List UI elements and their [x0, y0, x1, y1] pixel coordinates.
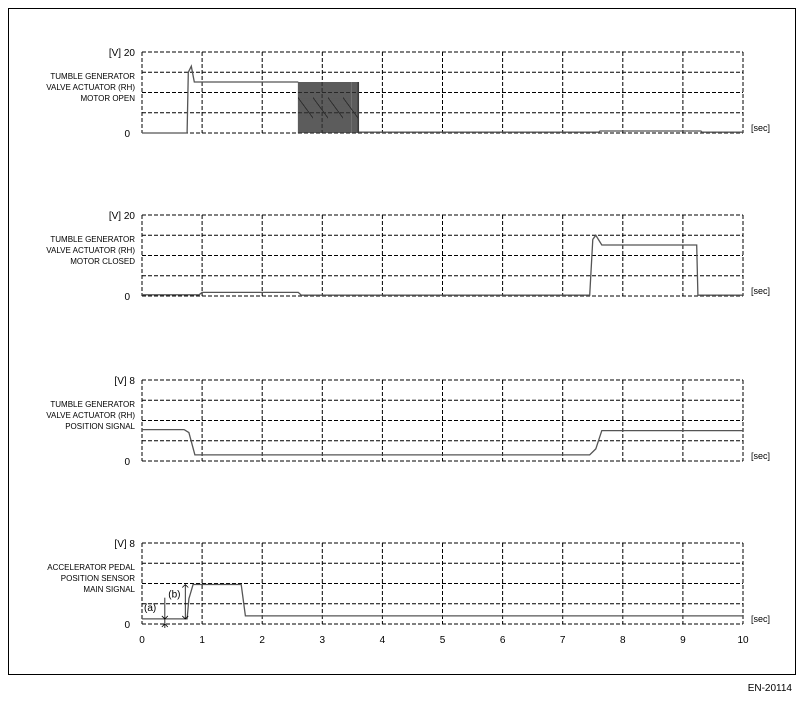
chart-panel-1: [V] 20 0 TUMBLE GENERATOR VALVE ACTUATOR (R… [46, 48, 770, 140]
chart-panel-2: [V] 20 0 TUMBLE GENERATOR VALVE ACTUATOR (R… [46, 211, 770, 303]
annotation-a-label: (a) [144, 603, 156, 614]
signal-trace [357, 82, 743, 133]
annotation-a-arrowheads [161, 615, 169, 628]
y-tick-label-zero: 0 [124, 620, 130, 631]
x-tick-label: 4 [380, 635, 386, 646]
signal-label: TUMBLE GENERATOR [50, 72, 135, 81]
pwm-trace [297, 81, 359, 133]
signal-trace [142, 583, 743, 620]
signal-trace [142, 64, 299, 134]
signal-label: MOTOR OPEN [80, 94, 135, 103]
y-tick-label-zero: 0 [124, 457, 130, 468]
signal-label: VALVE ACTUATOR (RH) [46, 411, 135, 420]
signal-label: VALVE ACTUATOR (RH) [46, 83, 135, 92]
signal-label: ACCELERATOR PEDAL [47, 563, 135, 572]
x-tick-label: 1 [199, 635, 205, 646]
chart-panel-4: [V] 8 0 ACCELERATOR PEDAL POSITION SENSOR MA… [47, 539, 770, 646]
x-tick-label: 7 [560, 635, 566, 646]
chart-panel-3: [V] 8 0 TUMBLE GENERATOR VALVE ACTUATOR (RH… [46, 376, 770, 468]
x-tick-label: 2 [259, 635, 265, 646]
x-unit-label: [sec] [751, 451, 770, 461]
signal-label: VALVE ACTUATOR (RH) [46, 246, 135, 255]
x-unit-label: [sec] [751, 614, 770, 624]
x-tick-label: 10 [737, 635, 749, 646]
signal-trace [142, 234, 743, 296]
signal-trace [142, 428, 743, 456]
annotation-b-label: (b) [168, 590, 180, 601]
figure-code: EN-20114 [747, 683, 792, 694]
annotation-b-arrowheads [181, 583, 189, 620]
y-tick-label-max: [V] 20 [109, 48, 136, 59]
y-tick-label-zero: 0 [124, 129, 130, 140]
x-tick-label: 5 [440, 635, 446, 646]
signal-label: MAIN SIGNAL [83, 585, 135, 594]
signal-label: TUMBLE GENERATOR [50, 235, 135, 244]
signal-label: POSITION SIGNAL [65, 422, 135, 431]
signal-label: POSITION SENSOR [61, 574, 135, 583]
x-tick-label: 9 [680, 635, 686, 646]
x-tick-label: 8 [620, 635, 626, 646]
y-tick-label-max: [V] 20 [109, 211, 136, 222]
figure-frame [8, 8, 796, 675]
x-tick-label: 6 [500, 635, 506, 646]
x-tick-label: 3 [320, 635, 326, 646]
y-tick-label-max: [V] 8 [114, 539, 135, 550]
y-tick-label-zero: 0 [124, 292, 130, 303]
signal-label: MOTOR CLOSED [70, 257, 135, 266]
signal-label: TUMBLE GENERATOR [50, 400, 135, 409]
y-tick-label-max: [V] 8 [114, 376, 135, 387]
x-unit-label: [sec] [751, 286, 770, 296]
x-tick-label: 0 [139, 635, 145, 646]
x-unit-label: [sec] [751, 123, 770, 133]
